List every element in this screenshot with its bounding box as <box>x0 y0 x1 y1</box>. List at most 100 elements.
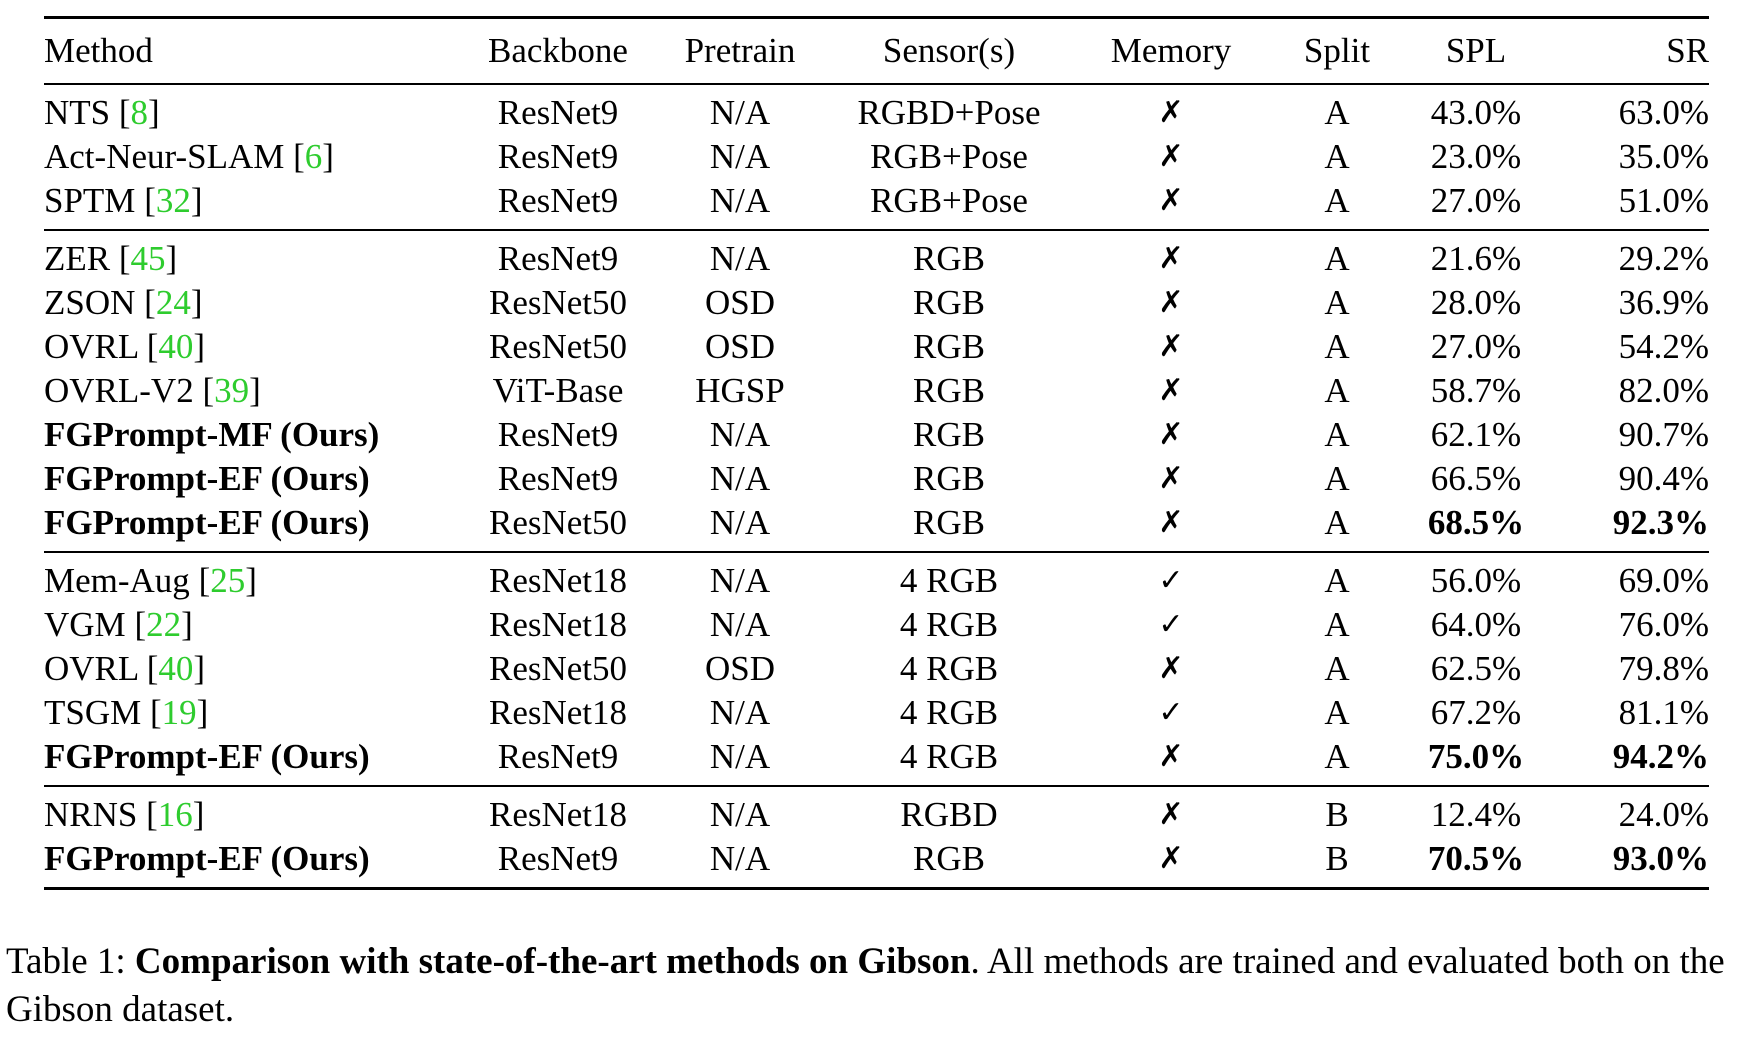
table-row: NRNS [16] ResNet18 N/A RGBD ✗ B 12.4% 24.0% <box>44 793 1709 837</box>
sr-cell: 90.4% <box>1618 459 1709 498</box>
sr-cell: 79.8% <box>1618 649 1709 688</box>
citation-link[interactable]: 8 <box>130 93 149 132</box>
table-row: OVRL-V2 [39] ViT-Base HGSP RGB ✗ A 58.7% 82.0% <box>44 369 1709 413</box>
sensor-cell: 4 RGB <box>899 649 999 688</box>
sr-cell: 82.0% <box>1618 371 1709 410</box>
group-rule <box>44 229 1709 231</box>
spl-cell: 62.1% <box>1430 415 1522 454</box>
spl-cell: 28.0% <box>1430 283 1522 322</box>
method-name: Act-Neur-SLAM <box>44 137 285 176</box>
table-row: FGPrompt-EF (Ours) ResNet9 N/A 4 RGB ✗ A 75.0%… <box>44 735 1709 779</box>
cross-mark-icon: ✗ <box>1158 329 1184 364</box>
sensor-cell: RGBD <box>900 795 998 834</box>
sr-cell: 92.3% <box>1612 503 1709 542</box>
backbone-cell: ResNet18 <box>488 561 628 600</box>
spl-cell: 70.5% <box>1427 839 1525 878</box>
citation-link[interactable]: 19 <box>161 693 197 732</box>
citation-link[interactable]: 45 <box>130 239 166 278</box>
split-cell: A <box>1324 737 1350 776</box>
pretrain-cell: N/A <box>709 737 771 776</box>
top-rule <box>44 16 1709 19</box>
sensor-cell: RGB <box>913 503 985 542</box>
citation-link[interactable]: 39 <box>214 371 250 410</box>
table-header-row: Method Backbone Pretrain Sensor(s) Memor… <box>44 19 1709 83</box>
cross-mark-icon: ✗ <box>1158 373 1184 408</box>
sensor-cell: RGB <box>913 415 985 454</box>
table-row: OVRL [40] ResNet50 OSD RGB ✗ A 27.0% 54.2% <box>44 325 1709 369</box>
split-cell: A <box>1324 503 1350 542</box>
pretrain-cell: N/A <box>709 561 771 600</box>
sensor-cell: 4 RGB <box>899 605 999 644</box>
header-split: Split <box>1303 31 1371 70</box>
spl-cell: 67.2% <box>1430 693 1522 732</box>
method-cell: NTS [8] <box>44 93 160 132</box>
cross-mark-icon: ✗ <box>1158 139 1184 174</box>
citation-link[interactable]: 40 <box>158 327 194 366</box>
spl-cell: 68.5% <box>1427 503 1525 542</box>
method-name: TSGM <box>44 693 142 732</box>
method-name: OVRL <box>44 649 138 688</box>
backbone-cell: ResNet9 <box>497 839 619 878</box>
pretrain-cell: HGSP <box>695 371 785 410</box>
table-row: FGPrompt-EF (Ours) ResNet9 N/A RGB ✗ B 70.5% 93… <box>44 837 1709 881</box>
method-name: OVRL-V2 <box>44 371 194 410</box>
group-rule <box>44 785 1709 787</box>
backbone-cell: ResNet9 <box>497 415 619 454</box>
cross-mark-icon: ✗ <box>1158 183 1184 218</box>
cross-mark-icon: ✗ <box>1158 797 1184 832</box>
citation-link[interactable]: 16 <box>157 795 193 834</box>
citation-link[interactable]: 32 <box>155 181 191 220</box>
spl-cell: 12.4% <box>1430 795 1522 834</box>
citation-link[interactable]: 24 <box>155 283 191 322</box>
method-cell: OVRL-V2 [39] <box>44 371 261 410</box>
sensor-cell: RGB <box>913 283 985 322</box>
sr-cell: 29.2% <box>1618 239 1709 278</box>
table-row: OVRL [40] ResNet50 OSD 4 RGB ✗ A 62.5% 79.8% <box>44 647 1709 691</box>
split-cell: B <box>1325 795 1349 834</box>
cross-mark-icon: ✗ <box>1158 95 1184 130</box>
check-mark-icon: ✓ <box>1158 607 1184 642</box>
sr-cell: 63.0% <box>1618 93 1709 132</box>
spl-cell: 27.0% <box>1430 327 1522 366</box>
citation-link[interactable]: 22 <box>146 605 182 644</box>
method-cell: FGPrompt-MF (Ours) <box>44 413 474 457</box>
sensor-cell: RGB <box>913 327 985 366</box>
table-row: NTS [8] ResNet9 N/A RGBD+Pose ✗ A 43.0% 63.0% <box>44 91 1709 135</box>
header-memory: Memory <box>1110 31 1232 70</box>
method-name: FGPrompt-EF (Ours) <box>44 503 370 542</box>
table-caption: Table 1: Comparison with state-of-the-ar… <box>6 938 1746 1034</box>
header-spl: SPL <box>1445 31 1507 70</box>
header-method: Method <box>44 31 153 70</box>
split-cell: A <box>1324 137 1350 176</box>
split-cell: A <box>1324 283 1350 322</box>
backbone-cell: ResNet9 <box>497 459 619 498</box>
sr-cell: 76.0% <box>1618 605 1709 644</box>
sr-cell: 36.9% <box>1618 283 1709 322</box>
backbone-cell: ResNet9 <box>497 737 619 776</box>
pretrain-cell: N/A <box>709 459 771 498</box>
citation-link[interactable]: 25 <box>210 561 246 600</box>
method-name: ZSON <box>44 283 136 322</box>
pretrain-cell: N/A <box>709 93 771 132</box>
pretrain-cell: N/A <box>709 181 771 220</box>
citation-link[interactable]: 6 <box>304 137 323 176</box>
method-name: VGM <box>44 605 126 644</box>
pretrain-cell: N/A <box>709 415 771 454</box>
table-row: Mem-Aug [25] ResNet18 N/A 4 RGB ✓ A 56.0% 69.0% <box>44 559 1709 603</box>
spl-cell: 23.0% <box>1430 137 1522 176</box>
spl-cell: 64.0% <box>1430 605 1522 644</box>
check-mark-icon: ✓ <box>1158 695 1184 730</box>
backbone-cell: ResNet50 <box>488 283 628 322</box>
citation-link[interactable]: 40 <box>158 649 194 688</box>
spl-cell: 62.5% <box>1430 649 1522 688</box>
split-cell: A <box>1324 371 1350 410</box>
split-cell: A <box>1324 93 1350 132</box>
sensor-cell: RGB <box>913 459 985 498</box>
spl-cell: 75.0% <box>1427 737 1525 776</box>
spl-cell: 56.0% <box>1430 561 1522 600</box>
method-cell: Act-Neur-SLAM [6] <box>44 137 334 176</box>
header-pretrain: Pretrain <box>684 31 796 70</box>
method-name: NTS <box>44 93 111 132</box>
group-rule <box>44 83 1709 85</box>
method-cell: FGPrompt-EF (Ours) <box>44 501 474 545</box>
